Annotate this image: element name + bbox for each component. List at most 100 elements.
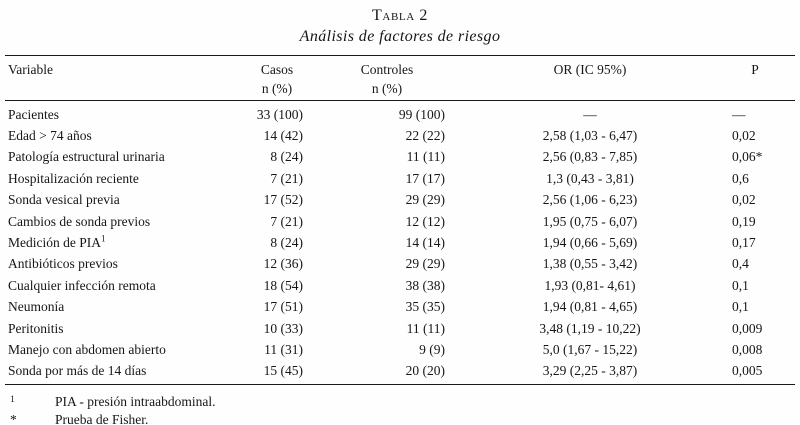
footnote: * Prueba de Fisher. — [8, 411, 800, 425]
cell-or: 2,58 (1,03 - 6,47) — [542, 128, 638, 144]
cell-controles: 29 (29) — [405, 256, 445, 272]
cell-casos: 17 (52) — [263, 192, 303, 208]
table-header: Variable Casos n (%) Controles n (%) OR … — [5, 55, 795, 101]
table-row: Hospitalización reciente 7 (21) 17 (17) 1,3… — [5, 168, 795, 189]
cell-or: 5,0 (1,67 - 15,22) — [542, 341, 638, 357]
cell-variable: Cambios de sonda previos — [5, 211, 245, 232]
cell-p: 0,4 — [732, 256, 749, 272]
cell-variable: Hospitalización reciente — [5, 168, 245, 189]
table-row: Sonda vesical previa 17 (52) 29 (29) 2,56 (… — [5, 190, 795, 211]
cell-casos: 12 (36) — [263, 256, 303, 272]
cell-controles: 11 (11) — [406, 320, 445, 336]
table-body: Pacientes 33 (100) 99 (100) — — Edad > 74 año… — [5, 101, 795, 386]
table-row: Sonda por más de 14 días 15 (45) 20 (20) 3,… — [5, 360, 795, 386]
cell-p: 0,009 — [732, 320, 763, 336]
cell-or: 1,93 (0,81- 4,61) — [544, 277, 636, 293]
cell-variable: Antibióticos previos — [5, 254, 245, 275]
cell-casos: 8 (24) — [270, 149, 303, 165]
table-row: Cambios de sonda previos 7 (21) 12 (12) 1,9… — [5, 211, 795, 232]
footnote-text: PIA - presión intraabdominal. — [55, 394, 216, 410]
variable-label: Sonda vesical previa — [8, 192, 120, 208]
variable-label: Neumonía — [8, 299, 65, 315]
risk-factors-table: Variable Casos n (%) Controles n (%) OR … — [5, 55, 795, 386]
column-header-controles: Controles n (%) — [309, 55, 465, 101]
cell-controles: 29 (29) — [405, 192, 445, 208]
variable-label: Medición de PIA — [8, 235, 101, 251]
variable-superscript: 1 — [100, 233, 106, 244]
column-header-casos: Casos n (%) — [245, 55, 309, 101]
cell-casos: 7 (21) — [270, 213, 303, 229]
table-row: Antibióticos previos 12 (36) 29 (29) 1,38 (… — [5, 254, 795, 275]
column-header-or: OR (IC 95%) — [465, 55, 715, 101]
table-row: Cualquier infección remota 18 (54) 38 (38)… — [5, 275, 795, 296]
cell-or: 2,56 (1,06 - 6,23) — [542, 192, 638, 208]
variable-label: Manejo con abdomen abierto — [8, 341, 166, 357]
cell-or: 3,29 (2,25 - 3,87) — [465, 360, 715, 386]
cell-or: 1,95 (0,75 - 6,07) — [542, 213, 638, 229]
variable-label: Sonda por más de 14 días — [8, 363, 147, 379]
cell-casos: 14 (42) — [263, 128, 303, 144]
table-row: Patología estructural urinaria 8 (24) 11 (… — [5, 147, 795, 168]
table-subtitle: Análisis de factores de riesgo — [299, 28, 501, 45]
variable-label: Antibióticos previos — [8, 256, 118, 272]
cell-variable: Sonda vesical previa — [5, 190, 245, 211]
cell-p: 0,1 — [732, 277, 749, 293]
cell-p: 0,6 — [732, 170, 749, 186]
column-header-variable: Variable — [5, 55, 245, 101]
cell-casos: 11 (31) — [264, 341, 303, 357]
cell-variable: Medición de PIA1 — [5, 232, 245, 253]
table-row: Pacientes 33 (100) 99 (100) — — — [5, 101, 795, 126]
cell-controles: 12 (12) — [405, 213, 445, 229]
cell-or: 2,56 (0,83 - 7,85) — [542, 149, 638, 165]
cell-p: 0,06* — [732, 149, 763, 165]
cell-variable: Patología estructural urinaria — [5, 147, 245, 168]
table-row: Neumonía 17 (51) 35 (35) 1,94 (0,81 - 4,65)… — [5, 297, 795, 318]
column-header-controles-line2: n (%) — [371, 81, 403, 96]
cell-or: 1,94 (0,66 - 5,69) — [542, 235, 638, 251]
footnote: 1 PIA - presión intraabdominal. — [8, 392, 800, 411]
footnote-marker: * — [10, 411, 17, 425]
cell-casos: 18 (54) — [263, 277, 303, 293]
column-header-casos-line2: n (%) — [261, 81, 293, 96]
header-row: Variable Casos n (%) Controles n (%) OR … — [5, 55, 795, 101]
column-header-p: P — [715, 55, 795, 101]
variable-label: Hospitalización reciente — [8, 170, 139, 186]
cell-variable: Sonda por más de 14 días — [5, 360, 245, 386]
footnotes: 1 PIA - presión intraabdominal. * Prueba de… — [8, 392, 800, 425]
variable-label: Cambios de sonda previos — [8, 213, 151, 229]
cell-p: 0,19 — [732, 213, 756, 229]
cell-variable: Peritonitis — [5, 318, 245, 339]
cell-p: 0,008 — [732, 341, 763, 357]
cell-controles: 11 (11) — [406, 149, 445, 165]
cell-variable: Edad > 74 años — [5, 125, 245, 146]
cell-p: 0,005 — [715, 360, 795, 386]
table-row: Peritonitis 10 (33) 11 (11) 3,48 (1,19 - 10… — [5, 318, 795, 339]
cell-or: — — [583, 106, 597, 122]
cell-casos: 10 (33) — [263, 320, 303, 336]
cell-casos: 7 (21) — [270, 170, 303, 186]
cell-variable: Cualquier infección remota — [5, 275, 245, 296]
cell-controles: 99 (100) — [398, 106, 445, 122]
cell-variable: Neumonía — [5, 297, 245, 318]
cell-controles: 35 (35) — [405, 299, 445, 315]
cell-casos: 33 (100) — [256, 106, 303, 122]
cell-controles: 9 (9) — [419, 341, 445, 357]
cell-p: 0,1 — [732, 299, 749, 315]
cell-variable: Manejo con abdomen abierto — [5, 339, 245, 360]
column-header-casos-line1: Casos — [260, 62, 294, 77]
cell-casos: 17 (51) — [263, 299, 303, 315]
table-row: Edad > 74 años 14 (42) 22 (22) 2,58 (1,03 -… — [5, 125, 795, 146]
cell-or: 1,38 (0,55 - 3,42) — [542, 256, 638, 272]
cell-p: — — [732, 106, 746, 122]
cell-or: 1,3 (0,43 - 3,81) — [546, 170, 634, 186]
cell-or: 1,94 (0,81 - 4,65) — [542, 299, 638, 315]
cell-controles: 38 (38) — [405, 277, 445, 293]
cell-casos: 15 (45) — [245, 360, 309, 386]
cell-controles: 22 (22) — [405, 128, 445, 144]
cell-or: 3,48 (1,19 - 10,22) — [539, 320, 641, 336]
cell-p: 0,17 — [732, 235, 756, 251]
cell-variable: Pacientes — [5, 101, 245, 126]
table-row: Manejo con abdomen abierto 11 (31) 9 (9) 5,… — [5, 339, 795, 360]
variable-label: Pacientes — [8, 106, 59, 122]
